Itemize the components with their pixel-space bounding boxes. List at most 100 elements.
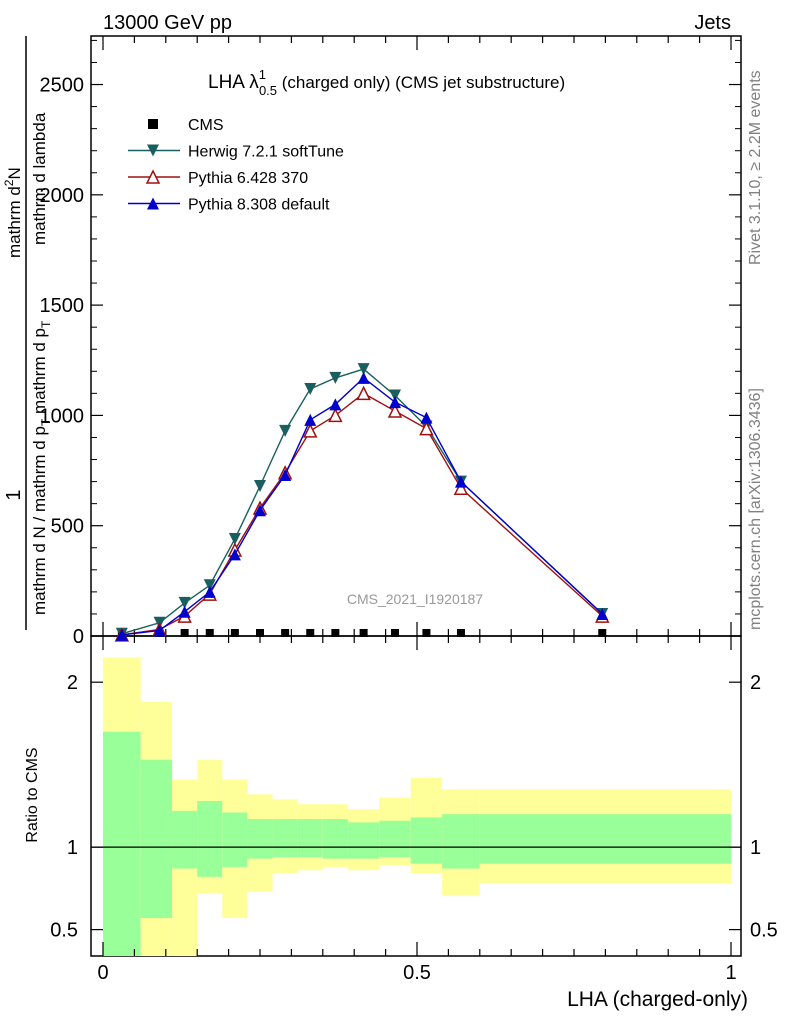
data-point [356,385,371,401]
data-point [304,382,317,395]
green-band-bin [479,814,731,864]
x-axis-label: LHA (charged-only) [567,988,748,1011]
green-band-bin [410,817,443,864]
data-point [205,629,214,637]
legend-entry: Pythia 6.428 370 [128,169,308,187]
data-point [596,607,609,620]
series-line [121,376,603,636]
data-point [420,411,433,424]
legend-marker [145,169,161,184]
data-point [203,585,216,598]
green-band-bin [247,819,273,859]
green-band-bin [197,800,223,877]
bottom-ylabel: Ratio to CMS [24,747,41,842]
data-point [331,629,340,637]
data-point [178,596,191,609]
top-ytick-label: 0 [73,626,84,648]
data-point [419,420,434,436]
bottom-ytick-label: 0.5 [50,920,78,942]
data-point [153,624,166,637]
green-band-bin [172,810,198,869]
green-band-bin [347,822,380,859]
legend-label: Herwig 7.2.1 softTune [188,144,344,161]
data-point [281,629,290,637]
green-band-bin [442,814,480,869]
data-point [279,468,292,481]
data-point [391,629,400,637]
data-point [254,480,266,492]
data-point [328,407,343,423]
xtick-label: 0.5 [403,962,431,984]
ylabel-one: 1 [3,489,25,500]
top-ytick-label: 2500 [40,75,85,97]
mcplots-label: mcplots.cern.ch [arXiv:1306.3436] [747,388,764,630]
data-point [256,629,264,637]
data-point [454,475,467,488]
data-point [228,532,241,545]
ratio-bands [91,657,741,956]
data-point [180,629,189,637]
top-ytick-label: 1500 [40,295,85,317]
bottom-ytick-label: 1 [67,837,78,859]
legend-marker [147,144,159,157]
bottom-ytick-label-right: 1 [750,837,761,859]
green-band-bin [103,731,141,956]
data-point [306,629,315,637]
data-point [329,398,342,411]
ylabel-numerator-2: mathrm d2N [2,167,24,258]
legend-marker [147,197,159,210]
legend: CMS Herwig 7.2.1 softTune Pythia 6.428 370… [128,117,344,214]
ylabel-denominator-2: mathrm d lambda [30,112,49,245]
data-point [357,371,370,384]
data-point [389,396,402,409]
data-point [178,605,191,618]
legend-entry: Pythia 8.308 default [128,197,330,214]
top-ylabel: 1 mathrm d N / mathrm d pT mathrm d pT m… [2,36,53,630]
bottom-ytick-label: 2 [67,672,78,694]
data-point [359,629,368,637]
data-point [115,628,128,641]
rivet-version-label: Rivet 3.1.10, ≥ 2.2M events [747,70,764,265]
green-band-bin [140,759,173,919]
data-point [389,389,402,402]
series-line [121,392,603,636]
legend-label: Pythia 8.308 default [188,197,330,214]
xtick-label: 0 [97,962,108,984]
data-point [203,579,216,592]
legend-label: CMS [188,117,224,134]
legend-label: Pythia 6.428 370 [188,170,308,187]
top-ytick-label: 2000 [40,185,85,207]
watermark: CMS_2021_I1920187 [347,591,483,607]
green-band-bin [297,819,323,858]
series [114,363,610,642]
green-band-bin [379,820,411,858]
header-collision-label: 13000 GeV pp [103,12,232,34]
top-ytick-label: 500 [51,516,84,538]
data-point [329,371,342,384]
top-ytick-label: 1000 [40,405,85,427]
data-point [303,423,318,438]
data-point [357,363,370,376]
green-band-bin [222,812,248,867]
data-point [387,403,403,418]
xtick-label: 1 [725,962,736,984]
plot-title: LHA λ1 0.5 (charged only) (CMS jet substr… [208,67,565,98]
legend-marker [148,119,158,129]
data-point [453,480,469,495]
data-point [422,629,431,637]
legend-entry: Herwig 7.2.1 softTune [128,144,344,161]
data-point [230,629,239,637]
data-point [598,629,607,637]
header-category-label: Jets [694,12,731,34]
data-point [304,413,317,426]
data-point [228,548,241,561]
bottom-panel-frame [90,635,742,957]
data-point [456,629,465,637]
bottom-ytick-label-right: 0.5 [750,920,778,942]
green-band-bin [272,819,298,858]
legend-entry: CMS [148,117,224,134]
green-band-bin [322,819,348,859]
data-point [279,424,292,437]
ylabel-numerator: mathrm d N / mathrm d pT mathrm d pT [30,320,53,615]
